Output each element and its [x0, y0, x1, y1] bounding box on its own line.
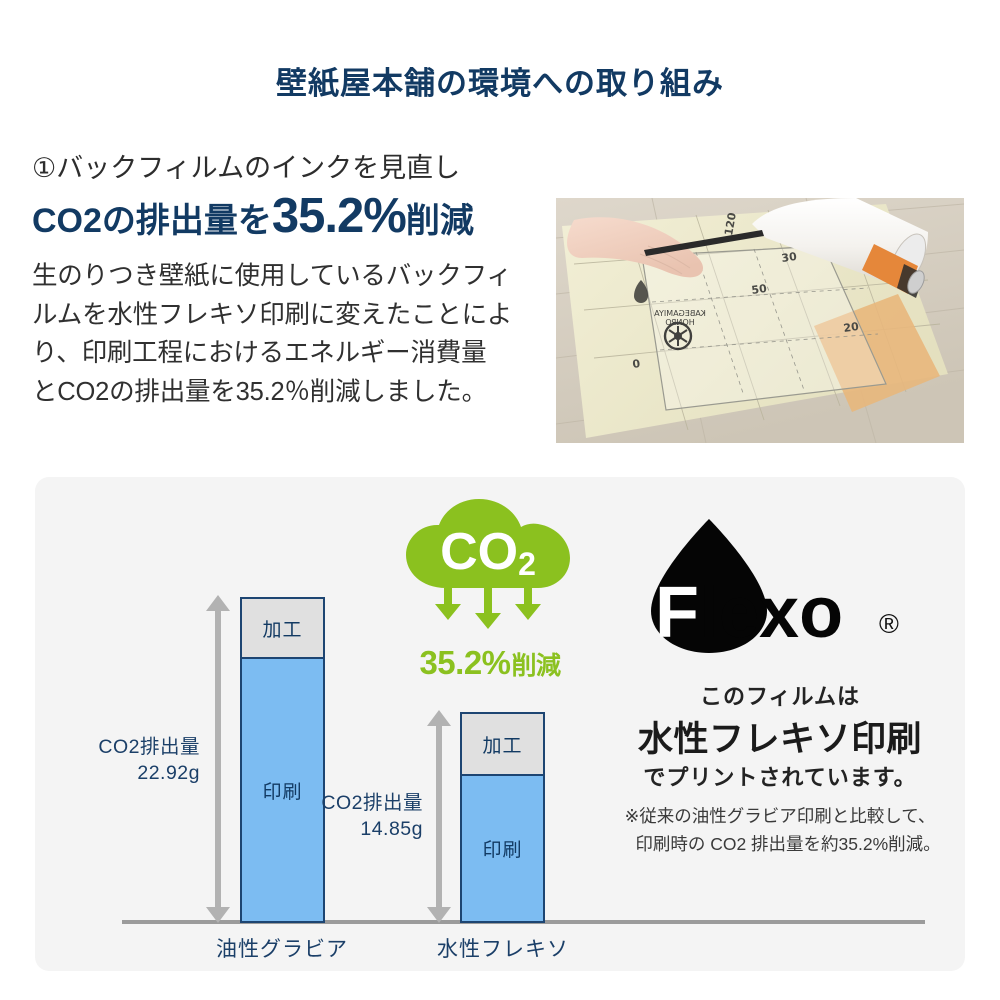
svg-text:50: 50: [751, 282, 768, 297]
flexo-logo: F lexo: [621, 515, 941, 655]
svg-text:KABEGAMIYA: KABEGAMIYA: [654, 309, 706, 318]
intro-body-line: ルムを水性フレキソ印刷に変えたことによ: [32, 300, 513, 329]
co2-down-arrows: [435, 588, 541, 629]
arrow-head-down: [206, 907, 230, 923]
category-label-oil-gravure: 油性グラビア: [216, 938, 348, 961]
measure-title: CO2排出量: [98, 736, 200, 758]
measure-value: 22.92g: [137, 762, 200, 785]
footnote-line-2: 印刷時の CO2 排出量を約35.2%削減。: [635, 834, 941, 855]
headline-prefix: CO2の排出量を: [32, 201, 272, 240]
flexo-logo-lexo: lexo: [699, 573, 843, 653]
measure-label-gravure: CO2排出量 22.92g: [55, 734, 200, 787]
svg-text:30: 30: [781, 250, 798, 265]
headline-percentage: 35.2%: [271, 188, 407, 243]
bar-water-flexo: 加工 印刷: [460, 712, 545, 923]
flexo-footnote: ※従来の油性グラビア印刷と比較して、 印刷時の CO2 排出量を約35.2%削減…: [595, 802, 965, 859]
arrow-shaft: [215, 605, 221, 913]
footnote-line-1: ※従来の油性グラビア印刷と比較して、: [624, 806, 936, 826]
intro-body-line: とCO2の排出量を35.2％削減しました。: [32, 378, 487, 407]
arrow-head-down: [427, 907, 451, 923]
svg-text:120: 120: [722, 211, 739, 236]
bar-segment-printing: 印刷: [242, 659, 323, 921]
intro-lead: ①バックフィルムのインクを見直し: [32, 153, 461, 183]
intro-section: ①バックフィルムのインクを見直し CO2の排出量を 35.2% 削減 生のりつき壁紙…: [32, 152, 544, 412]
comparison-panel: 加工 印刷 加工 印刷 CO2排出量 22.92g CO2排出量 14.85g …: [35, 477, 965, 971]
bar-oil-gravure: 加工 印刷: [240, 597, 325, 923]
measure-arrow-gravure: [206, 595, 230, 923]
arrow-head-up: [427, 710, 451, 726]
flexo-line-3: でプリントされています。: [643, 765, 917, 790]
co2-reduction-value: 35.2%: [419, 644, 511, 681]
arrow-shaft: [436, 720, 442, 913]
flexo-line-2: 水性フレキソ印刷: [637, 720, 922, 759]
flexo-line-1: このフィルムは: [699, 684, 861, 709]
svg-text:0: 0: [632, 357, 642, 371]
bar-segment-processing: 加工: [462, 714, 543, 776]
bar-segment-processing: 加工: [242, 599, 323, 659]
measure-title: CO2排出量: [321, 792, 423, 814]
co2-reduction-caption: 35.2% 削減: [390, 644, 590, 682]
flexo-droplet-icon: F lexo: [651, 519, 843, 653]
bar-segment-printing: 印刷: [462, 776, 543, 921]
flexo-info-block: F lexo ® このフィルムは 水性フレキソ印刷 でプリントされています。 ※…: [595, 477, 965, 971]
svg-text:20: 20: [843, 320, 860, 335]
measure-arrow-flexo: [427, 710, 451, 923]
intro-body-line: 生のりつき壁紙に使用しているバックフィ: [32, 261, 512, 290]
measure-value: 14.85g: [360, 818, 423, 841]
page-title: 壁紙屋本舗の環境への取り組み: [276, 66, 724, 101]
co2-reduction-callout: CO2 35.2% 削減: [390, 496, 590, 686]
co2-reduction-suffix: 削減: [511, 652, 562, 680]
co2-bar-chart: 加工 印刷 加工 印刷 CO2排出量 22.92g CO2排出量 14.85g …: [35, 477, 925, 971]
headline-suffix: 削減: [405, 201, 474, 240]
measure-label-flexo: CO2排出量 14.85g: [278, 790, 423, 843]
photo-illustration: KABEGAMIYA HONPO 0 50 30 120 20: [556, 198, 964, 443]
flexo-logo-f: F: [655, 573, 699, 653]
svg-text:HONPO: HONPO: [665, 318, 694, 327]
intro-headline: CO2の排出量を 35.2% 削減: [32, 188, 544, 243]
arrow-head-up: [206, 595, 230, 611]
co2-cloud-icon: CO2: [406, 499, 570, 629]
registered-trademark-icon: ®: [879, 609, 899, 639]
wallpaper-roll-photo: KABEGAMIYA HONPO 0 50 30 120 20: [556, 198, 964, 443]
intro-body: 生のりつき壁紙に使用しているバックフィ ルムを水性フレキソ印刷に変えたことによ …: [32, 257, 544, 412]
intro-body-line: り、印刷工程におけるエネルギー消費量: [32, 339, 487, 368]
category-label-water-flexo: 水性フレキソ: [437, 938, 569, 961]
